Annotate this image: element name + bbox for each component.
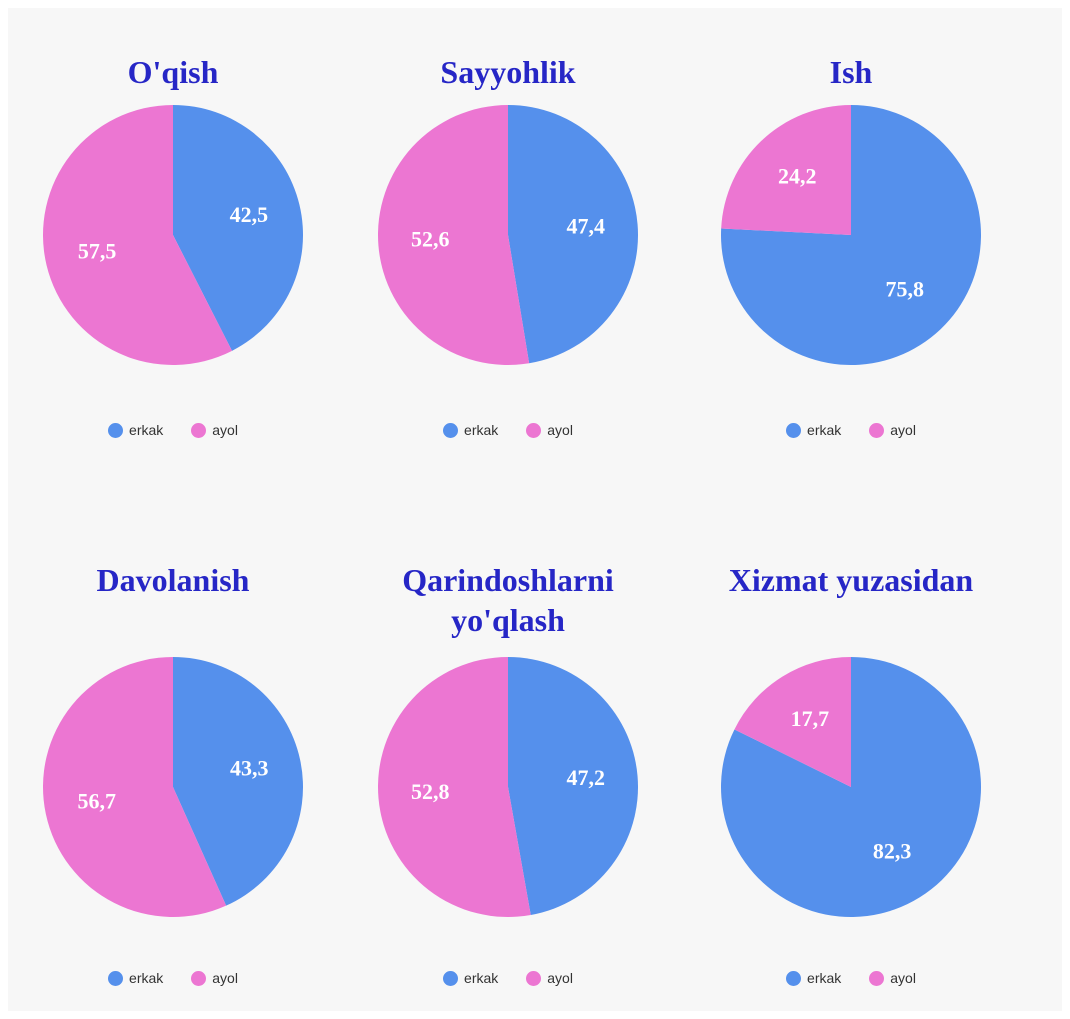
data-label: 75,8 [886, 277, 925, 302]
legend-label: erkak [129, 970, 164, 986]
legend-swatch [786, 970, 802, 986]
legend-label: erkak [464, 970, 499, 986]
chart-cell: Davolanish 43,3 56,7 erkak ayol [3, 8, 343, 1008]
chart-title: O'qish [127, 54, 219, 90]
pie-chart: 75,8 24,2 [721, 105, 981, 365]
legend-entry: ayol [869, 970, 916, 986]
pie-slice [721, 105, 851, 235]
legend-entry: erkak [786, 970, 841, 986]
data-label: 43,3 [230, 756, 269, 781]
legend-swatch [108, 422, 124, 438]
data-label: 57,5 [78, 238, 117, 263]
data-label: 47,4 [566, 214, 605, 239]
chart-title: Xizmat yuzasidan [728, 562, 974, 598]
legend-label: erkak [807, 970, 842, 986]
pie-slice [378, 657, 531, 917]
chart-cell: Sayyohlik 47,4 52,6 erkak ayol [338, 8, 678, 1008]
pie-slice [508, 657, 638, 915]
data-label: 52,8 [411, 779, 450, 804]
pie-chart: 42,5 57,5 [43, 105, 303, 365]
legend-entry: ayol [191, 970, 238, 986]
pie-slice [173, 105, 303, 351]
legend-label: ayol [890, 422, 916, 438]
legend-swatch [191, 970, 207, 986]
data-label: 24,2 [778, 164, 817, 189]
chart-title: Qarindoshlarni yo'qlash [402, 562, 614, 638]
legend-entry: ayol [869, 422, 916, 438]
chart-cell: O'qish 42,5 57,5 erkak ayol [3, 8, 343, 1008]
chart-cell: Qarindoshlarni yo'qlash 47,2 52,8 erkak ayol [338, 8, 678, 1008]
pie-chart: 82,3 17,7 [721, 657, 981, 917]
legend-swatch [443, 422, 459, 438]
legend-label: ayol [212, 422, 238, 438]
legend-swatch [526, 422, 542, 438]
legend: erkak ayol [681, 970, 1021, 986]
pie-chart: 43,3 56,7 [43, 657, 303, 917]
pie-slice [173, 657, 303, 906]
legend-label: erkak [807, 422, 842, 438]
legend-label: ayol [547, 422, 573, 438]
pie-chart: 47,4 52,6 [378, 105, 638, 365]
legend-label: erkak [464, 422, 499, 438]
legend-swatch [191, 422, 207, 438]
pie-slice [508, 105, 638, 364]
legend-swatch [869, 970, 885, 986]
data-label: 47,2 [566, 765, 605, 790]
legend: erkak ayol [338, 422, 678, 438]
legend-entry: erkak [443, 970, 498, 986]
data-label: 56,7 [77, 788, 116, 813]
legend-label: erkak [129, 422, 164, 438]
chart-title: Ish [829, 54, 873, 90]
legend-swatch [526, 970, 542, 986]
legend-swatch [786, 422, 802, 438]
legend-label: ayol [547, 970, 573, 986]
data-label: 82,3 [873, 838, 912, 863]
legend: erkak ayol [3, 970, 343, 986]
pie-slice [378, 105, 530, 365]
page: O'qish 42,5 57,5 erkak ayol Sayyohlik 47,4 52,6… [8, 8, 1062, 1011]
legend-entry: erkak [443, 422, 498, 438]
pie-slice [43, 657, 227, 917]
pie-chart: 47,2 52,8 [378, 657, 638, 917]
chart-title: Davolanish [96, 562, 250, 598]
legend-entry: erkak [108, 970, 163, 986]
legend-swatch [443, 970, 459, 986]
pie-slice [734, 657, 851, 787]
data-label: 52,6 [411, 226, 450, 251]
legend-label: ayol [212, 970, 238, 986]
legend-entry: erkak [108, 422, 163, 438]
chart-cell: Xizmat yuzasidan 82,3 17,7 erkak ayol [681, 8, 1021, 1008]
legend: erkak ayol [681, 422, 1021, 438]
legend: erkak ayol [338, 970, 678, 986]
legend-entry: erkak [786, 422, 841, 438]
legend-entry: ayol [526, 422, 573, 438]
pie-slice [43, 105, 233, 365]
chart-title: Sayyohlik [440, 54, 576, 90]
legend-entry: ayol [526, 970, 573, 986]
legend: erkak ayol [3, 422, 343, 438]
data-label: 42,5 [230, 202, 269, 227]
legend-label: ayol [890, 970, 916, 986]
legend-entry: ayol [191, 422, 238, 438]
legend-swatch [869, 422, 885, 438]
data-label: 17,7 [791, 706, 830, 731]
chart-cell: Ish 75,8 24,2 erkak ayol [681, 8, 1021, 1008]
legend-swatch [108, 970, 124, 986]
